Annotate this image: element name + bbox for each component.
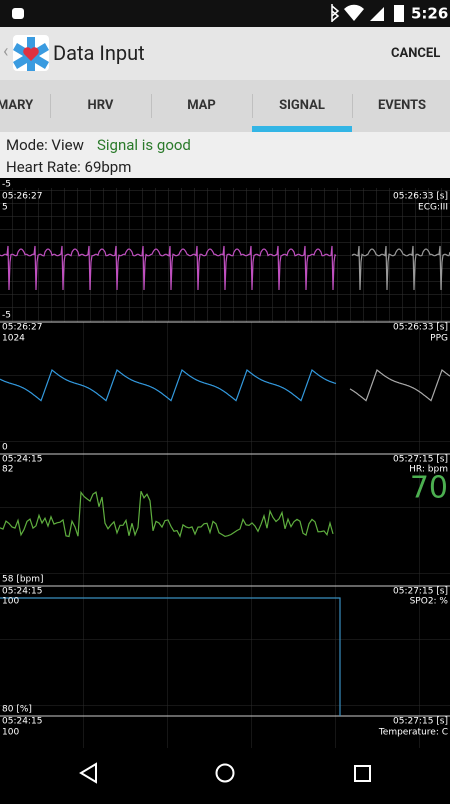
clock: 5:26 <box>411 5 448 23</box>
panel-name: HR: bpm <box>409 465 448 475</box>
android-icon <box>12 8 24 19</box>
ppg-trace <box>0 369 337 402</box>
signal-charts: -5 05:26:27 5 05:26:33 [s] ECG:III -5 05… <box>0 180 450 748</box>
start-time: 05:26:27 <box>2 192 42 202</box>
mode-label: Mode: View <box>6 136 84 154</box>
max-label: 82 <box>2 465 13 475</box>
tab-selected[interactable]: SIGNAL <box>279 98 325 113</box>
min-label: 80 [%] <box>2 705 32 715</box>
nav-icons <box>79 762 371 784</box>
mode-panel: Mode: View Signal is good Heart Rate: 69… <box>0 132 450 178</box>
end-time: 05:27:15 [s] <box>393 717 448 727</box>
ecg-trace <box>0 245 337 291</box>
end-time: 05:27:15 [s] <box>393 455 448 465</box>
max-label: 100 <box>2 728 19 738</box>
start-time: 05:26:27 <box>2 323 42 333</box>
end-time: 05:27:15 [s] <box>393 587 448 597</box>
cancel-button[interactable]: CANCEL <box>391 46 441 61</box>
min-label: -5 <box>2 311 11 321</box>
panel-separators <box>0 321 450 717</box>
start-time: 05:24:15 <box>2 717 42 727</box>
max-label: 5 <box>2 203 8 213</box>
grid <box>0 322 450 748</box>
end-time: 05:26:33 [s] <box>393 192 448 202</box>
waveforms <box>0 245 450 716</box>
tab[interactable]: HRV <box>87 98 114 113</box>
app-title: Data Input <box>53 41 145 65</box>
signal-icon <box>370 7 384 21</box>
wifi-icon <box>344 4 364 22</box>
spo2-trace <box>0 597 341 716</box>
tab[interactable]: EVENTS <box>377 98 427 113</box>
recents-button[interactable] <box>354 765 371 782</box>
ecg-scale-top: -5 <box>2 180 11 190</box>
panel-name: PPG <box>430 334 448 344</box>
bluetooth-icon <box>331 4 340 22</box>
min-label: 58 [bpm] <box>2 575 44 585</box>
max-label: 100 <box>2 597 19 607</box>
max-label: 1024 <box>2 334 25 344</box>
battery-icon <box>394 5 404 22</box>
start-time: 05:24:15 <box>2 455 42 465</box>
panel-name: Temperature: C <box>378 728 448 738</box>
tab[interactable]: MARY <box>0 98 34 113</box>
heart-rate: Heart Rate: 69bpm <box>6 158 132 176</box>
status-icons: 5:26 <box>12 4 448 23</box>
app-bar: ‹ Data Input CANCEL <box>0 27 450 80</box>
hr-trace <box>0 490 334 538</box>
home-button[interactable] <box>215 763 235 783</box>
status-bar: 5:26 <box>0 0 450 27</box>
min-label: 0 <box>2 443 8 453</box>
panel-labels: -5 05:26:27 5 05:26:33 [s] ECG:III -5 05… <box>2 180 448 738</box>
end-time: 05:26:33 [s] <box>393 323 448 333</box>
ecg-grid <box>0 188 450 322</box>
ppg-trace-old <box>349 369 450 402</box>
panel-name: ECG:III <box>418 203 448 213</box>
nav-bar <box>0 748 450 800</box>
tab-indicator <box>252 126 352 132</box>
back-caret[interactable]: ‹ <box>3 41 9 62</box>
tab-bar: MARY HRV MAP SIGNAL EVENTS <box>0 80 450 132</box>
signal-status: Signal is good <box>97 136 191 154</box>
panel-name: SPO2: % <box>410 597 449 607</box>
tab[interactable]: MAP <box>187 98 216 113</box>
back-button[interactable] <box>79 762 97 784</box>
ecg-trace-old <box>351 245 450 291</box>
app-icon[interactable] <box>13 35 49 71</box>
start-time: 05:24:15 <box>2 587 42 597</box>
current-value: 70 <box>410 471 448 506</box>
